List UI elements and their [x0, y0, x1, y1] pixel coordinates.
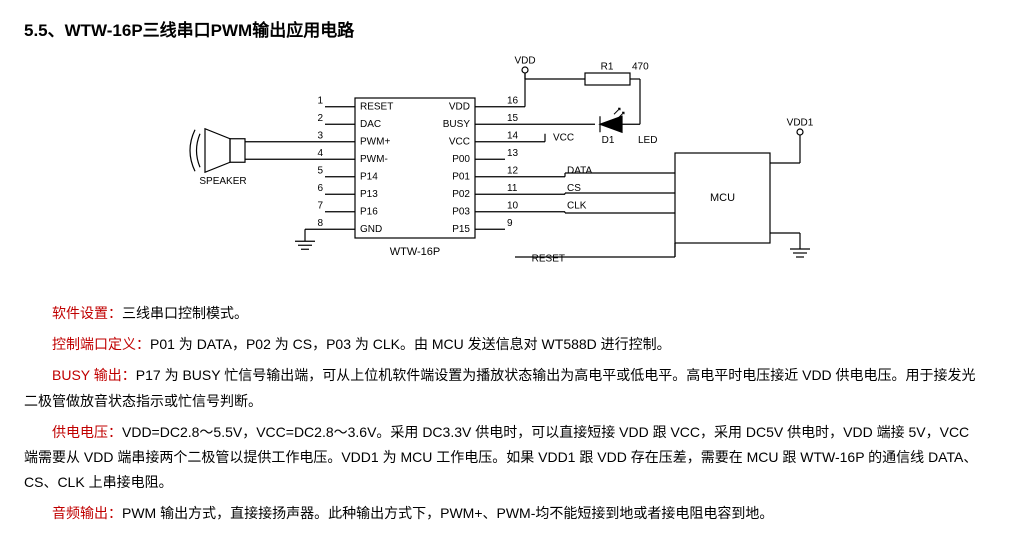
svg-text:13: 13 [507, 148, 519, 159]
svg-text:2: 2 [317, 113, 323, 124]
paragraph-keyword: 控制端口定义： [52, 336, 150, 352]
svg-text:LED: LED [638, 135, 657, 146]
svg-text:15: 15 [507, 113, 519, 124]
svg-text:PWM-: PWM- [360, 154, 388, 165]
svg-text:VDD1: VDD1 [787, 118, 814, 129]
svg-text:RESET: RESET [532, 254, 565, 265]
paragraph: 软件设置：三线串口控制模式。 [24, 301, 986, 326]
paragraph: BUSY 输出：P17 为 BUSY 忙信号输出端，可从上位机软件端设置为播放状… [24, 363, 986, 413]
svg-text:CS: CS [567, 183, 581, 194]
svg-text:3: 3 [317, 130, 323, 141]
svg-text:WTW-16P: WTW-16P [390, 246, 441, 258]
svg-text:R1: R1 [601, 62, 614, 73]
svg-text:CLK: CLK [567, 200, 587, 211]
svg-text:SPEAKER: SPEAKER [199, 176, 246, 187]
paragraph: 音频输出：PWM 输出方式，直接接扬声器。此种输出方式下，PWM+、PWM-均不… [24, 501, 986, 526]
svg-text:P01: P01 [452, 171, 470, 182]
paragraph: 供电电压：VDD=DC2.8～5.5V，VCC=DC2.8～3.6V。采用 DC… [24, 420, 986, 496]
svg-text:11: 11 [507, 183, 518, 194]
svg-text:DATA: DATA [567, 165, 593, 176]
svg-text:DAC: DAC [360, 119, 381, 130]
section-title: 5.5、WTW-16P三线串口PWM输出应用电路 [24, 16, 986, 41]
svg-text:8: 8 [317, 218, 323, 229]
svg-text:1: 1 [317, 95, 323, 106]
svg-text:GND: GND [360, 224, 382, 235]
circuit-diagram: WTW-16P 1 RESET 2 DAC 3 PWM+ 4 PWM- 5 P14 6 P13 7 P16 8… [24, 53, 986, 283]
svg-text:P13: P13 [360, 189, 378, 200]
svg-text:RESET: RESET [360, 101, 393, 112]
paragraph-keyword: BUSY 输出： [52, 367, 136, 383]
svg-text:P02: P02 [452, 189, 470, 200]
svg-text:BUSY: BUSY [443, 119, 471, 130]
svg-text:PWM+: PWM+ [360, 136, 390, 147]
svg-text:VDD: VDD [449, 101, 470, 112]
svg-text:P14: P14 [360, 171, 378, 182]
svg-text:D1: D1 [602, 135, 615, 146]
svg-text:10: 10 [507, 200, 519, 211]
description-text: 软件设置：三线串口控制模式。控制端口定义：P01 为 DATA，P02 为 CS… [24, 301, 986, 527]
svg-text:9: 9 [507, 218, 513, 229]
svg-text:7: 7 [317, 200, 323, 211]
svg-text:VDD: VDD [514, 56, 535, 67]
svg-text:P16: P16 [360, 206, 378, 217]
svg-text:5: 5 [317, 165, 323, 176]
paragraph-keyword: 软件设置： [52, 305, 122, 321]
svg-text:VCC: VCC [553, 132, 574, 143]
svg-text:16: 16 [507, 95, 519, 106]
paragraph: 控制端口定义：P01 为 DATA，P02 为 CS，P03 为 CLK。由 M… [24, 332, 986, 357]
svg-text:P00: P00 [452, 154, 470, 165]
svg-text:VCC: VCC [449, 136, 470, 147]
svg-text:4: 4 [317, 148, 323, 159]
paragraph-keyword: 音频输出： [52, 505, 122, 521]
svg-text:P03: P03 [452, 206, 470, 217]
svg-text:MCU: MCU [710, 192, 735, 204]
paragraph-keyword: 供电电压： [52, 424, 122, 440]
svg-text:6: 6 [317, 183, 323, 194]
svg-text:14: 14 [507, 130, 519, 141]
svg-text:P15: P15 [452, 224, 470, 235]
svg-text:12: 12 [507, 165, 519, 176]
svg-text:470: 470 [632, 62, 649, 73]
